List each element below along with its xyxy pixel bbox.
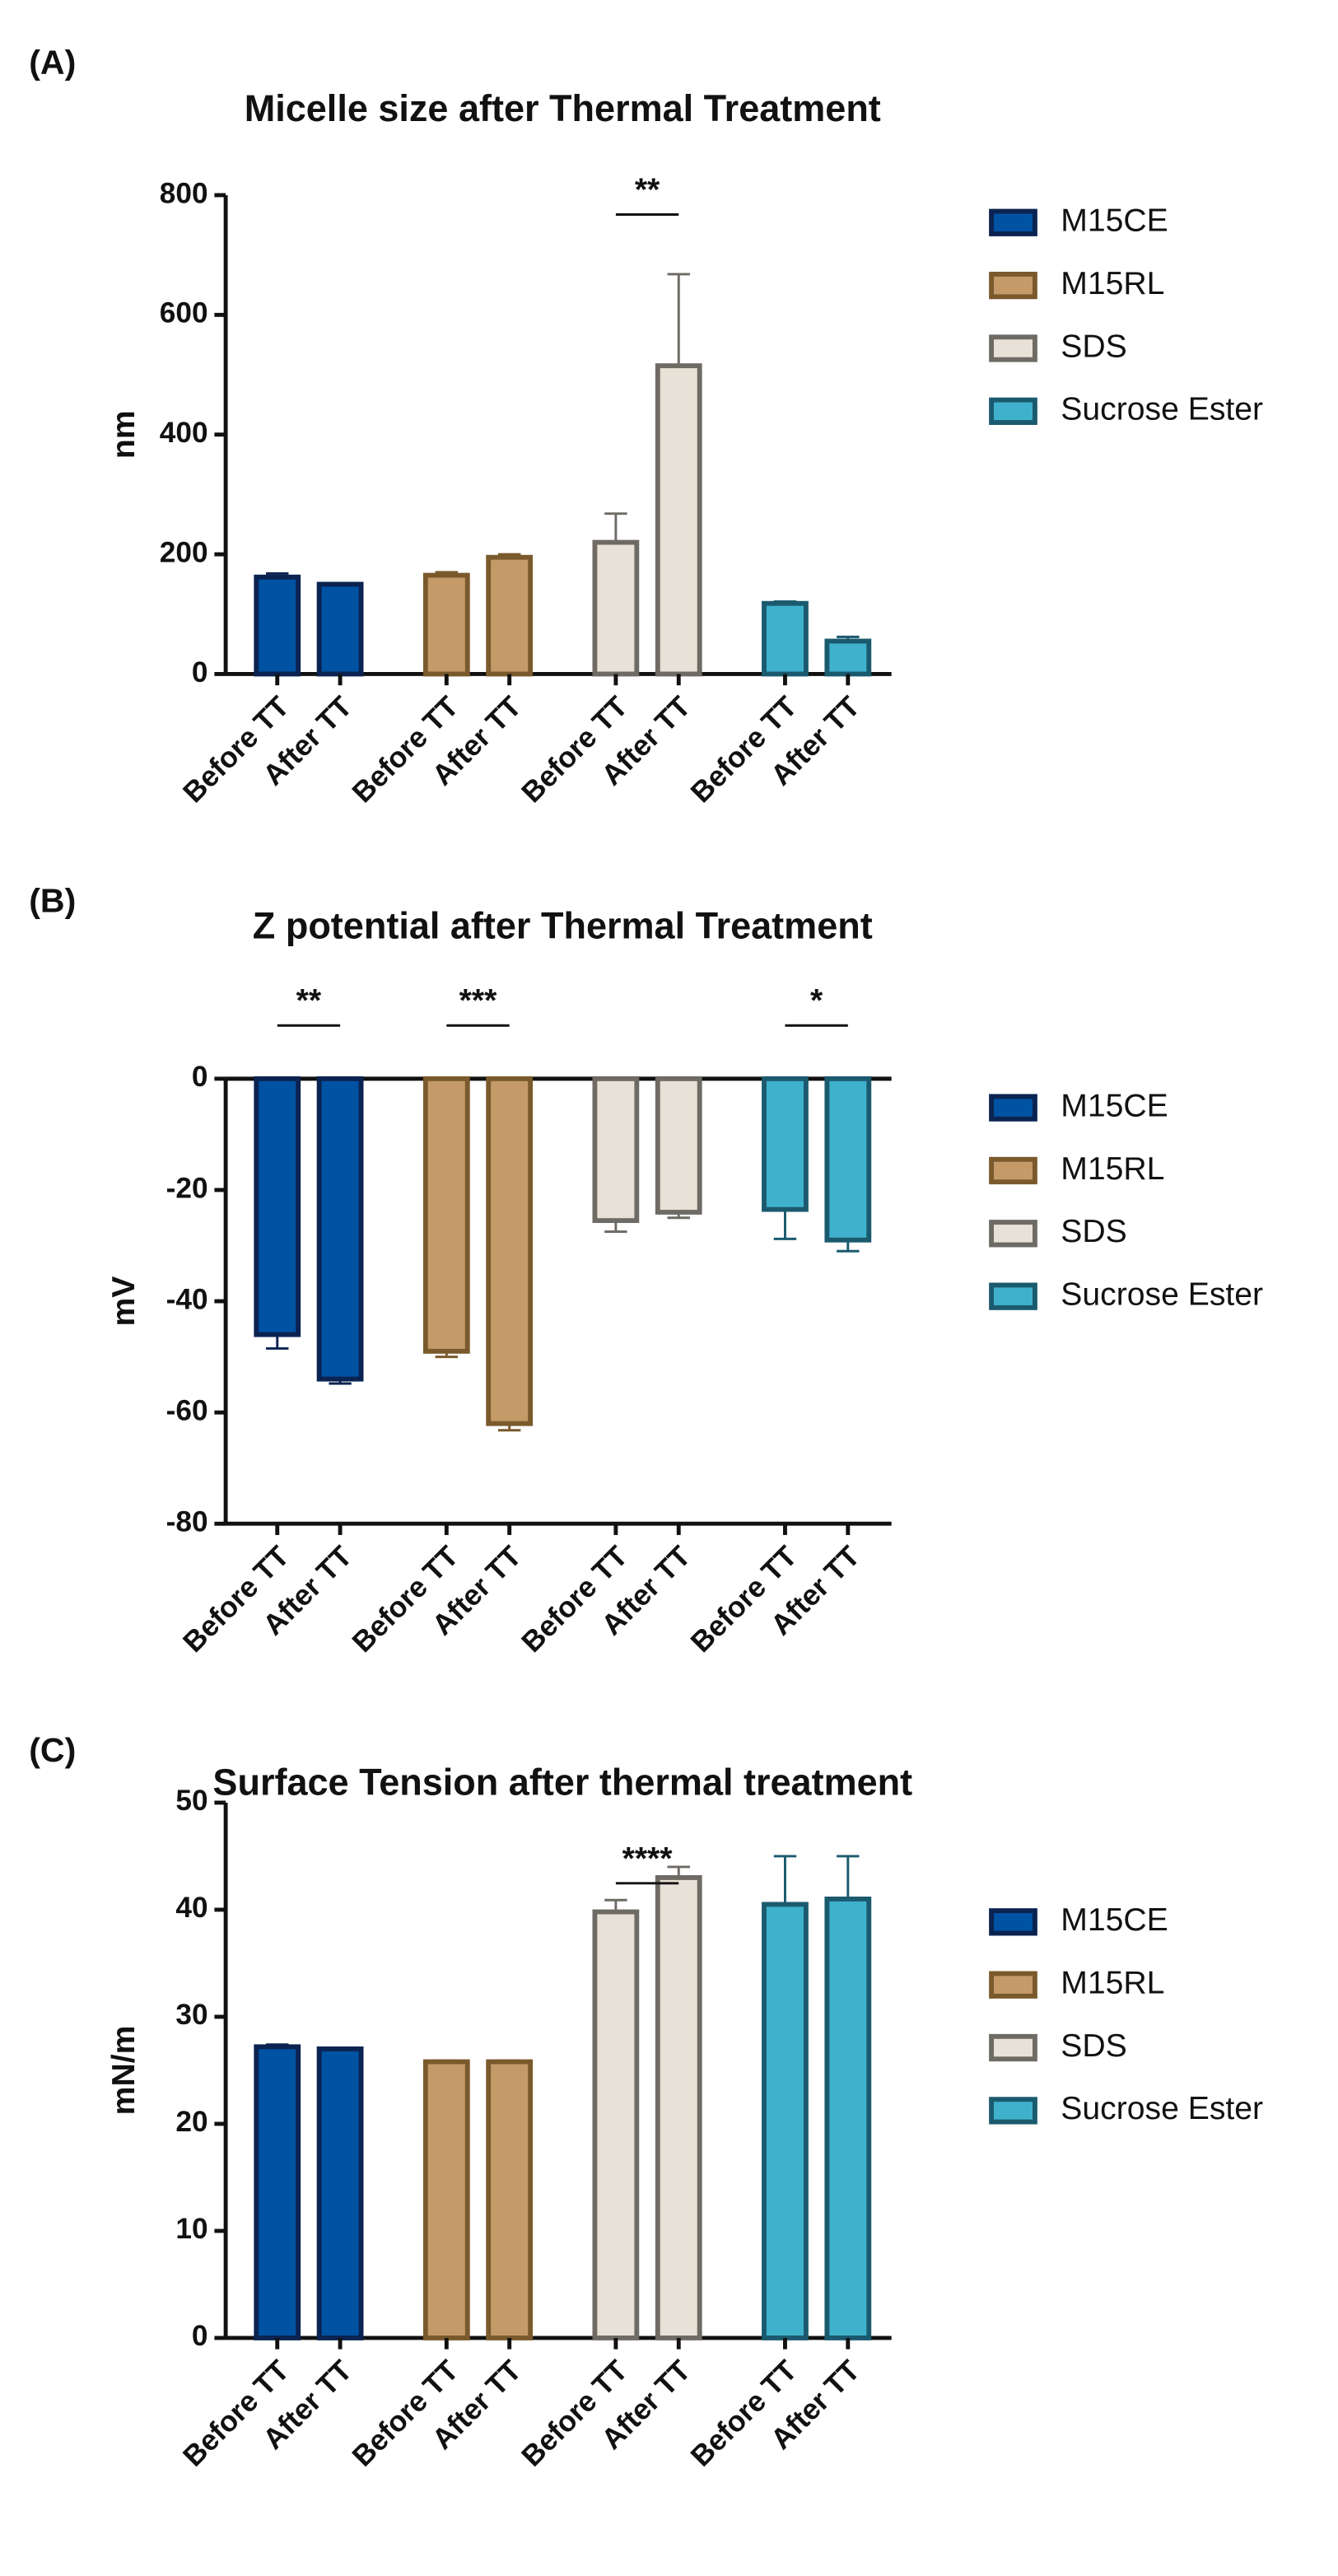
significance-label: *** (459, 983, 497, 1019)
bar (655, 1076, 702, 1215)
y-tick-label: 400 (160, 417, 208, 449)
bar (316, 581, 364, 677)
bar (824, 638, 872, 677)
bar (422, 2059, 470, 2340)
chart-title: Micelle size after Thermal Treatment (245, 87, 881, 129)
significance-label: * (810, 983, 823, 1019)
legend-swatch (989, 208, 1037, 236)
y-tick-label: 0 (192, 1061, 208, 1093)
y-axis-label: mV (106, 1276, 142, 1327)
y-tick-label: 600 (160, 297, 208, 329)
bar (592, 539, 640, 677)
legend-swatch (989, 1220, 1037, 1248)
bar (422, 572, 470, 677)
bar (486, 2059, 534, 2340)
y-tick-label: 40 (175, 1892, 207, 1924)
bar (762, 600, 809, 677)
y-tick-label: -40 (166, 1283, 208, 1315)
legend-label: Sucrose Ester (1061, 2091, 1263, 2126)
bar (762, 1902, 809, 2340)
bar (655, 1875, 702, 2340)
legend-label: SDS (1061, 2028, 1126, 2064)
legend-label: SDS (1061, 1214, 1126, 1249)
legend-label: M15RL (1061, 1966, 1164, 2001)
bar (824, 1076, 872, 1243)
significance-label: **** (622, 1841, 674, 1877)
legend-label: M15RL (1061, 1151, 1164, 1187)
bar (592, 1909, 640, 2340)
y-tick-label: 20 (175, 2106, 207, 2138)
legend-swatch (989, 2097, 1037, 2125)
bar (316, 2046, 364, 2340)
legend-label: SDS (1061, 329, 1126, 364)
bar (254, 574, 301, 677)
y-tick-label: 200 (160, 536, 208, 568)
y-tick-label: 800 (160, 177, 208, 209)
bar (254, 2044, 301, 2340)
bar (486, 1076, 534, 1426)
chart-title: Z potential after Thermal Treatment (253, 905, 873, 947)
y-tick-label: -80 (166, 1506, 208, 1538)
legend-label: M15CE (1061, 1902, 1168, 1938)
y-axis-label: nm (106, 410, 142, 459)
bar (316, 1076, 364, 1382)
y-tick-label: 30 (175, 1999, 207, 2031)
y-tick-label: 50 (175, 1785, 207, 1817)
significance-label: ** (296, 983, 322, 1019)
legend-label: Sucrose Ester (1061, 392, 1263, 427)
legend-swatch (989, 1094, 1037, 1122)
y-tick-label: 0 (192, 2320, 208, 2352)
legend-swatch (989, 1908, 1037, 1936)
legend-label: M15CE (1061, 1088, 1168, 1123)
y-axis-label: mN/m (106, 2026, 142, 2116)
bar (824, 1897, 872, 2340)
legend-swatch (989, 271, 1037, 300)
legend-label: M15CE (1061, 203, 1168, 239)
legend-label: Sucrose Ester (1061, 1277, 1263, 1313)
bar (762, 1076, 809, 1212)
bar (486, 554, 534, 677)
legend-swatch (989, 1156, 1037, 1185)
legend-swatch (989, 1971, 1037, 1999)
significance-label: ** (635, 172, 660, 208)
legend-label: M15RL (1061, 266, 1164, 301)
y-tick-label: 0 (192, 656, 208, 688)
bar (422, 1076, 470, 1354)
bar (592, 1076, 640, 1224)
panel-label: (A) (29, 43, 76, 81)
y-tick-label: -60 (166, 1394, 208, 1426)
legend-swatch (989, 397, 1037, 425)
y-tick-label: 10 (175, 2213, 207, 2245)
bar (254, 1076, 301, 1337)
panel-label: (C) (29, 1731, 76, 1769)
legend-swatch (989, 2033, 1037, 2062)
y-tick-label: -20 (166, 1172, 208, 1204)
panel-label: (B) (29, 881, 76, 919)
legend-swatch (989, 334, 1037, 362)
legend-swatch (989, 1282, 1037, 1310)
chart-title: Surface Tension after thermal treatment (212, 1761, 912, 1803)
bar (655, 363, 702, 677)
